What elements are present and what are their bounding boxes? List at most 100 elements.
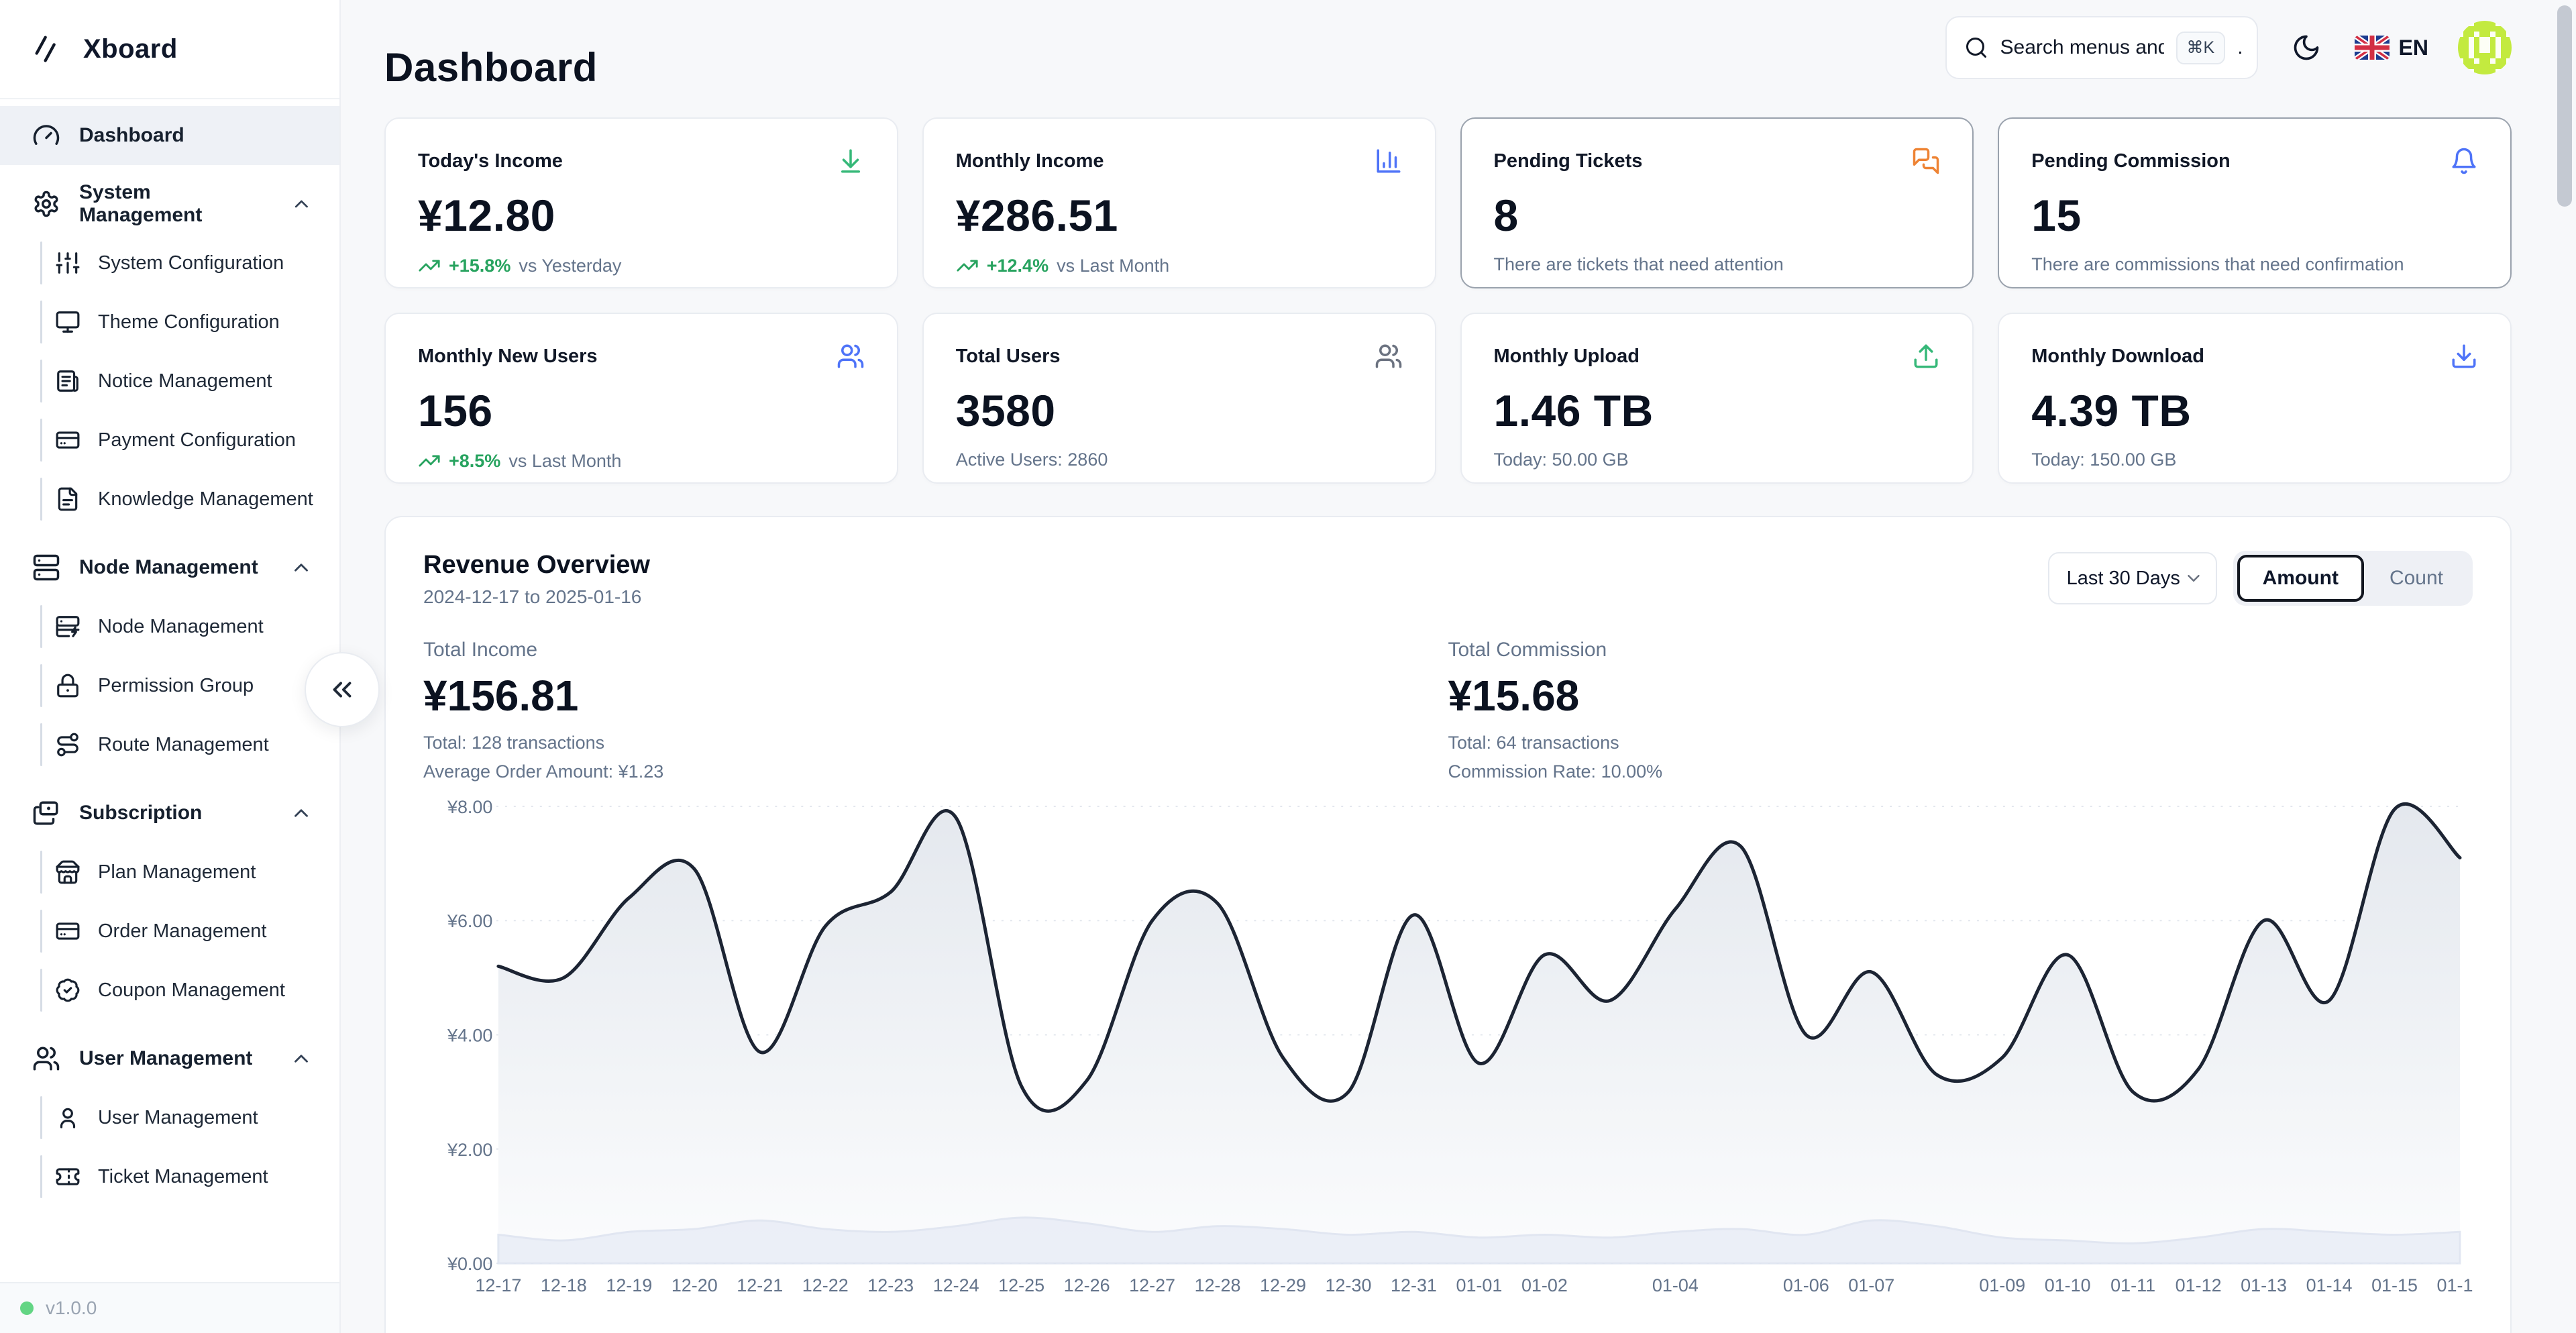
total-income-label: Total Income <box>423 639 538 661</box>
sidebar-group-label: User Management <box>79 1047 253 1069</box>
avatar[interactable] <box>2458 21 2512 74</box>
sidebar-group-user-management[interactable]: User Management <box>0 1029 339 1088</box>
sidebar-item-label: Ticket Management <box>98 1165 268 1187</box>
stat-label: Monthly Income <box>955 150 1104 172</box>
sidebar-item-payment-configuration[interactable]: Payment Configuration <box>40 411 339 470</box>
sidebar-item-node-management[interactable]: Node Management <box>40 597 339 656</box>
stat-label: Today's Income <box>418 150 563 172</box>
x-axis-tick-label: 01-02 <box>1521 1275 1568 1295</box>
page-scrollbar[interactable] <box>2557 5 2572 207</box>
y-axis-tick-label: ¥4.00 <box>447 1026 492 1046</box>
stat-value: ¥12.80 <box>418 191 555 240</box>
y-axis-tick-label: ¥0.00 <box>447 1254 492 1274</box>
total-income-summary: Total Income ¥156.81 Total: 128 transact… <box>423 639 1448 782</box>
sidebar-nav: Dashboard System Management System Confi… <box>0 99 339 1206</box>
sliders-icon <box>56 252 80 274</box>
sidebar-group-system-management[interactable]: System Management <box>0 174 339 233</box>
date-range-select[interactable]: Last 30 Days <box>2047 552 2217 604</box>
newspaper-icon <box>57 370 78 392</box>
stat-subtitle: Today: 50.00 GB <box>1493 449 1629 470</box>
stat-label: Monthly New Users <box>418 345 598 367</box>
x-axis-tick-label: 12-29 <box>1260 1275 1306 1295</box>
sidebar-item-plan-management[interactable]: Plan Management <box>40 843 339 902</box>
sidebar-group-node-management[interactable]: Node Management <box>0 538 339 597</box>
users-icon <box>1375 344 1401 368</box>
x-axis-tick-label: 01-01 <box>1456 1275 1502 1295</box>
x-axis-tick-label: 01-16 <box>2437 1275 2473 1295</box>
app-version: v1.0.0 <box>46 1297 97 1318</box>
toggle-amount-button[interactable]: Amount <box>2237 555 2364 602</box>
chevrons-left-icon <box>333 682 352 698</box>
stat-value: 156 <box>418 386 493 435</box>
x-axis-tick-label: 12-24 <box>933 1275 979 1295</box>
x-axis-tick-label: 01-13 <box>2241 1275 2287 1295</box>
chevron-up-icon <box>294 1055 308 1063</box>
toggle-count-button[interactable]: Count <box>2389 567 2443 589</box>
x-axis-tick-label: 12-27 <box>1129 1275 1175 1295</box>
store-icon <box>56 860 80 884</box>
stat-card-pending-tickets[interactable]: Pending Tickets 8 There are tickets that… <box>1460 117 1974 288</box>
search-shortcut-badge: ⌘K <box>2176 31 2226 64</box>
total-commission-summary: Total Commission ¥15.68 Total: 64 transa… <box>1448 639 2473 782</box>
sidebar-item-route-management[interactable]: Route Management <box>40 715 339 774</box>
stat-card-monthly-download: Monthly Download 4.39 TB Today: 150.00 G… <box>1998 313 2512 484</box>
stat-subtitle: Active Users: 2860 <box>955 449 1108 470</box>
stat-card-pending-commission[interactable]: Pending Commission 15 There are commissi… <box>1998 117 2512 288</box>
revenue-area-chart: ¥0.00 ¥2.00 ¥4.00 ¥6.00 ¥8.00 12-17 12-18 12-19… <box>447 797 2473 1295</box>
dark-mode-toggle[interactable] <box>2288 29 2325 66</box>
sidebar-group-label: System Management <box>79 181 203 226</box>
total-income-average: Average Order Amount: ¥1.23 <box>423 761 664 782</box>
search-input[interactable]: Search menus and functio ⌘K . <box>1945 16 2258 79</box>
x-axis-tick-label: 12-28 <box>1195 1275 1241 1295</box>
date-range-select-value: Last 30 Days <box>2066 567 2180 589</box>
ticket-icon <box>56 1168 80 1185</box>
panel-title: Revenue Overview <box>423 551 650 579</box>
stat-value: ¥286.51 <box>955 191 1118 240</box>
y-axis-tick-label: ¥2.00 <box>447 1140 492 1160</box>
sidebar-item-theme-configuration[interactable]: Theme Configuration <box>40 292 339 352</box>
sidebar-group-subscription[interactable]: Subscription <box>0 784 339 843</box>
stat-card-monthly-new-users: Monthly New Users 156 +8.5% vs Last Mont… <box>384 313 898 484</box>
chevron-up-icon <box>294 809 308 817</box>
x-axis-tick-label: 12-19 <box>606 1275 652 1295</box>
commission-area <box>497 1216 2461 1265</box>
sidebar-item-ticket-management[interactable]: Ticket Management <box>40 1147 339 1206</box>
sidebar-item-label: Payment Configuration <box>98 429 296 451</box>
stat-trend-suffix: vs Last Month <box>1057 255 1170 276</box>
panel-date-range: 2024-12-17 to 2025-01-16 <box>423 586 642 607</box>
search-icon <box>1966 38 1986 58</box>
arrow-down-to-line-icon <box>841 149 860 173</box>
sidebar-item-system-configuration[interactable]: System Configuration <box>40 233 339 292</box>
x-axis-tick-label: 12-22 <box>802 1275 849 1295</box>
sidebar-item-notice-management[interactable]: Notice Management <box>40 352 339 411</box>
x-axis-tick-label: 01-15 <box>2371 1275 2418 1295</box>
sidebar-item-dashboard[interactable]: Dashboard <box>0 106 339 165</box>
sidebar-item-permission-group[interactable]: Permission Group <box>40 656 339 715</box>
sidebar-group-label: Subscription <box>79 802 203 824</box>
file-text-icon <box>58 487 78 511</box>
sidebar-footer: v1.0.0 <box>0 1282 339 1333</box>
route-icon <box>57 733 78 757</box>
download-icon <box>2452 344 2476 368</box>
sidebar-item-order-management[interactable]: Order Management <box>40 902 339 961</box>
users-icon <box>837 344 863 368</box>
credit-card-icon <box>56 431 80 449</box>
sidebar-item-user-management[interactable]: User Management <box>40 1088 339 1147</box>
sidebar-item-knowledge-management[interactable]: Knowledge Management <box>40 470 339 529</box>
search-placeholder: Search menus and functio <box>2000 36 2164 58</box>
stat-trend: +15.8% <box>449 255 511 276</box>
identicon-avatar-image <box>2458 21 2512 74</box>
language-selector[interactable]: EN <box>2354 36 2428 60</box>
y-axis-tick-label: ¥8.00 <box>447 797 492 817</box>
x-axis-tick-label: 12-21 <box>737 1275 783 1295</box>
stat-subtitle: Today: 150.00 GB <box>2031 449 2177 470</box>
sidebar-collapse-button[interactable] <box>305 652 380 727</box>
wallet-cards-icon <box>33 801 58 825</box>
x-axis-tick-label: 01-14 <box>2306 1275 2353 1295</box>
status-dot <box>20 1301 34 1315</box>
x-axis-tick-label: 12-23 <box>867 1275 914 1295</box>
servers-icon <box>33 554 60 581</box>
credit-card-icon <box>56 922 80 940</box>
x-axis-tick-label: 01-07 <box>1848 1275 1894 1295</box>
sidebar-item-coupon-management[interactable]: Coupon Management <box>40 961 339 1020</box>
